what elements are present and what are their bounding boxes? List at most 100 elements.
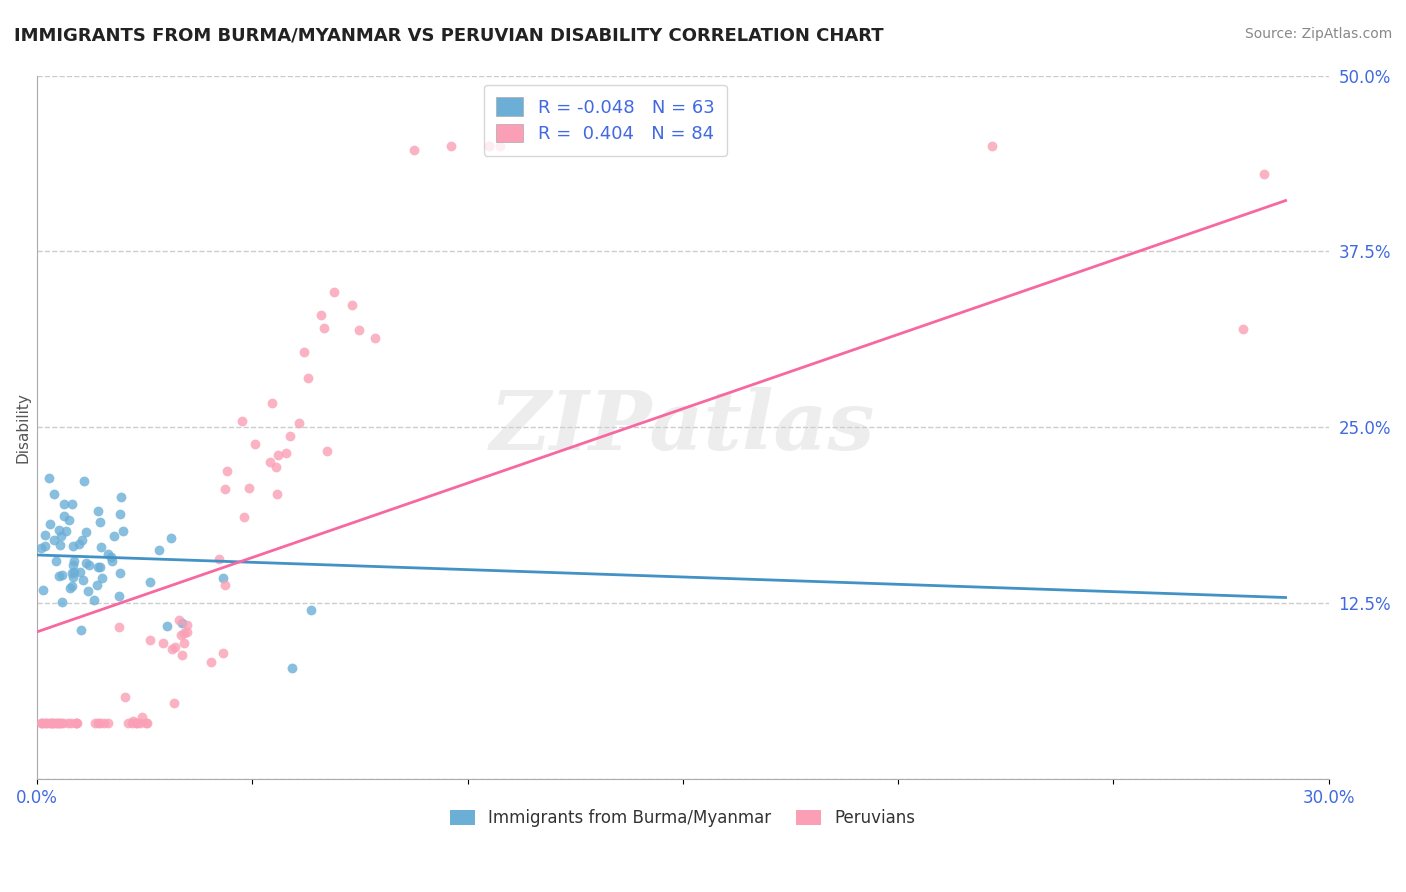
Point [97,715,120,730]
Point [89,560,111,574]
Point [45,715,67,730]
Point [148,543,170,558]
Point [278,428,301,442]
Point [30,715,52,730]
Point [316,443,339,458]
Point [49,538,72,552]
Legend: Immigrants from Burma/Myanmar, Peruvians: Immigrants from Burma/Myanmar, Peruvians [443,803,922,834]
Point [90,571,112,585]
Point [89,516,111,530]
Point [173,625,195,640]
Point [42,715,65,730]
Point [38,715,60,730]
Point [55,524,77,538]
Point [287,416,309,430]
Point [53,508,76,523]
Point [77,558,100,572]
Point [62,566,84,580]
Point [1232,322,1254,336]
Point [49,529,72,543]
Point [48,715,70,730]
Point [30,541,52,555]
Point [364,331,387,345]
Point [62,570,84,584]
Point [75,525,97,540]
Point [121,714,143,728]
Point [65,715,87,730]
Point [76,583,98,598]
Point [112,524,135,538]
Point [58,513,80,527]
Point [49,715,72,730]
Point [46,715,69,730]
Point [214,578,236,592]
Point [41,715,63,730]
Point [65,715,87,730]
Point [108,566,131,580]
Text: Source: ZipAtlas.com: Source: ZipAtlas.com [1244,27,1392,41]
Point [103,529,125,543]
Point [160,641,183,656]
Point [135,715,157,730]
Point [48,569,70,583]
Point [276,446,298,460]
Point [84,715,107,730]
Point [322,285,344,299]
Point [114,690,136,704]
Point [67,537,90,551]
Point [233,509,256,524]
Point [32,583,55,598]
Point [292,344,315,359]
Point [980,139,1002,153]
Point [75,557,97,571]
Point [212,571,235,585]
Point [264,460,287,475]
Point [110,490,132,504]
Point [34,528,56,542]
Point [478,139,501,153]
Point [58,715,80,730]
Point [170,615,193,630]
Point [83,592,105,607]
Point [162,696,184,710]
Point [108,589,131,603]
Point [62,539,84,553]
Point [87,504,110,518]
Point [72,573,94,587]
Point [90,540,112,554]
Point [167,613,190,627]
Point [31,715,53,730]
Point [121,715,143,730]
Point [139,574,162,589]
Point [340,298,363,312]
Point [100,554,122,568]
Point [238,481,260,495]
Point [170,648,193,662]
Point [69,565,91,579]
Point [87,560,110,574]
Point [314,320,336,334]
Point [51,595,73,609]
Point [160,531,183,545]
Point [66,715,89,730]
Point [62,565,84,579]
Point [60,497,83,511]
Point [309,308,332,322]
Point [34,715,56,730]
Point [129,715,152,730]
Point [39,715,62,730]
Point [131,710,153,724]
Point [60,715,83,730]
Point [42,486,65,500]
Point [31,715,53,730]
Point [215,464,238,478]
Point [266,487,288,501]
Point [48,715,70,730]
Point [125,715,148,730]
Point [53,497,76,511]
Point [200,655,222,669]
Text: ZIPatlas: ZIPatlas [491,387,876,467]
Point [212,646,235,660]
Point [52,715,75,730]
Point [73,474,96,488]
